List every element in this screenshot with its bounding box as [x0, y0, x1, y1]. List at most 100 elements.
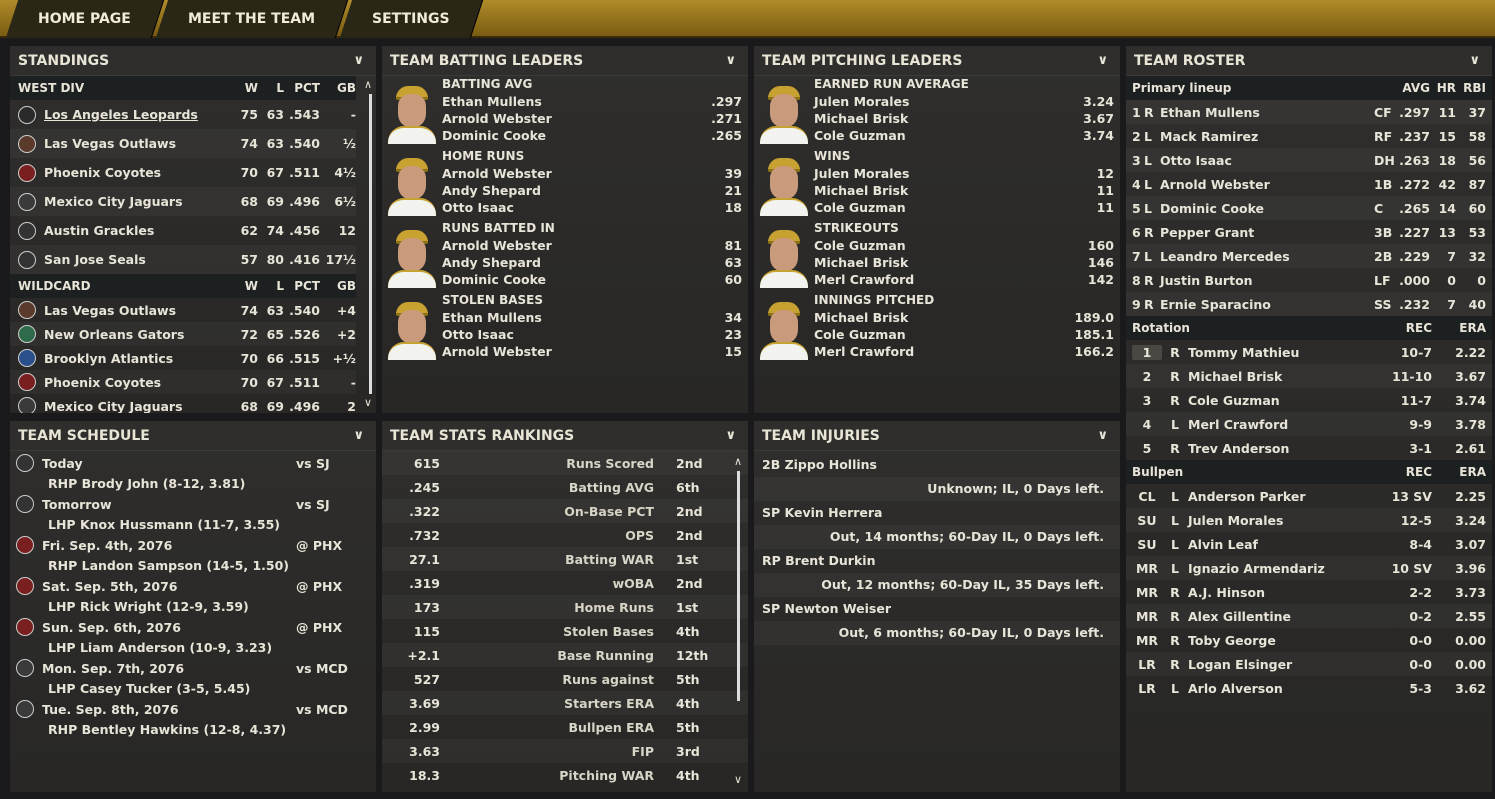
tab-home-page[interactable]: HOME PAGE: [5, 0, 165, 38]
leader-row[interactable]: Andy Shepard 63: [442, 254, 742, 271]
leader-row[interactable]: Michael Brisk 11: [814, 182, 1114, 199]
ranking-row[interactable]: .732 OPS 2nd: [382, 523, 748, 547]
injury-entry[interactable]: SP Newton Weiser Out, 6 months; 60-Day IL…: [754, 597, 1120, 645]
standings-row[interactable]: Mexico City Jaguars 68 69 .496 6½: [10, 187, 356, 216]
ranking-row[interactable]: 2.99 Bullpen ERA 5th: [382, 715, 748, 739]
leader-row[interactable]: Cole Guzman 185.1: [814, 326, 1114, 343]
pitcher-row[interactable]: CL L Anderson Parker 13 SV 2.25: [1126, 484, 1492, 508]
scroll-up-icon[interactable]: ∧: [363, 78, 372, 91]
schedule-game-row[interactable]: Tomorrow vs SJ: [10, 494, 376, 515]
standings-row[interactable]: New Orleans Gators 72 65 .526 +2: [10, 322, 356, 346]
lineup-row[interactable]: 8 R Justin Burton LF .000 0 0: [1126, 268, 1492, 292]
leader-row[interactable]: Otto Isaac 18: [442, 199, 742, 216]
lineup-row[interactable]: 1 R Ethan Mullens CF .297 11 37: [1126, 100, 1492, 124]
injury-entry[interactable]: SP Kevin Herrera Out, 14 months; 60-Day I…: [754, 501, 1120, 549]
leader-row[interactable]: Dominic Cooke .265: [442, 127, 742, 144]
leader-row[interactable]: Andy Shepard 21: [442, 182, 742, 199]
scroll-down-icon[interactable]: ∨: [363, 396, 372, 409]
pitcher-row[interactable]: LR L Arlo Alverson 5-3 3.62: [1126, 676, 1492, 700]
ranking-row[interactable]: 3.63 FIP 3rd: [382, 739, 748, 763]
leader-row[interactable]: Michael Brisk 189.0: [814, 309, 1114, 326]
chevron-down-icon[interactable]: ∨: [353, 53, 364, 68]
leader-row[interactable]: Michael Brisk 146: [814, 254, 1114, 271]
tab-meet-the-team[interactable]: MEET THE TEAM: [155, 0, 349, 38]
leader-row[interactable]: Cole Guzman 11: [814, 199, 1114, 216]
ranking-row[interactable]: .319 wOBA 2nd: [382, 571, 748, 595]
injury-entry[interactable]: 2B Zippo Hollins Unknown; IL, 0 Days left…: [754, 453, 1120, 501]
leader-row[interactable]: Merl Crawford 166.2: [814, 343, 1114, 360]
leader-row[interactable]: Dominic Cooke 60: [442, 271, 742, 288]
ranking-row[interactable]: +2.1 Base Running 12th: [382, 643, 748, 667]
lineup-row[interactable]: 3 L Otto Isaac DH .263 18 56: [1126, 148, 1492, 172]
pitcher-row[interactable]: SU L Alvin Leaf 8-4 3.07: [1126, 532, 1492, 556]
leader-row[interactable]: Arnold Webster 81: [442, 237, 742, 254]
standings-row[interactable]: Phoenix Coyotes 70 67 .511 4½: [10, 158, 356, 187]
leader-row[interactable]: Arnold Webster 15: [442, 343, 742, 360]
ranking-row[interactable]: 615 Runs Scored 2nd: [382, 451, 748, 475]
chevron-down-icon[interactable]: ∨: [725, 53, 736, 68]
lineup-row[interactable]: 7 L Leandro Mercedes 2B .229 7 32: [1126, 244, 1492, 268]
schedule-game-row[interactable]: Tue. Sep. 8th, 2076 vs MCD: [10, 699, 376, 720]
lineup-row[interactable]: 9 R Ernie Sparacino SS .232 7 40: [1126, 292, 1492, 316]
pitcher-row[interactable]: 1 R Tommy Mathieu 10-7 2.22: [1126, 340, 1492, 364]
ranking-row[interactable]: 527 Runs against 5th: [382, 667, 748, 691]
lineup-row[interactable]: 6 R Pepper Grant 3B .227 13 53: [1126, 220, 1492, 244]
standings-row[interactable]: Brooklyn Atlantics 70 66 .515 +½: [10, 346, 356, 370]
schedule-game-row[interactable]: Mon. Sep. 7th, 2076 vs MCD: [10, 658, 376, 679]
chevron-down-icon[interactable]: ∨: [725, 428, 736, 443]
scroll-up-icon[interactable]: ∧: [733, 455, 742, 468]
pitcher-row[interactable]: MR R Toby George 0-0 0.00: [1126, 628, 1492, 652]
chevron-down-icon[interactable]: ∨: [353, 428, 364, 443]
scrollbar[interactable]: [369, 94, 372, 394]
leader-row[interactable]: Julen Morales 12: [814, 165, 1114, 182]
leader-row[interactable]: Cole Guzman 3.74: [814, 127, 1114, 144]
pitcher-row[interactable]: 3 R Cole Guzman 11-7 3.74: [1126, 388, 1492, 412]
injury-entry[interactable]: RP Brent Durkin Out, 12 months; 60-Day IL…: [754, 549, 1120, 597]
pitcher-row[interactable]: MR L Ignazio Armendariz 10 SV 3.96: [1126, 556, 1492, 580]
chevron-down-icon[interactable]: ∨: [1097, 428, 1108, 443]
pitcher-row[interactable]: 5 R Trev Anderson 3-1 2.61: [1126, 436, 1492, 460]
standings-row[interactable]: San Jose Seals 57 80 .416 17½: [10, 245, 356, 274]
ranking-row[interactable]: 3.69 Starters ERA 4th: [382, 691, 748, 715]
leader-row[interactable]: Arnold Webster 39: [442, 165, 742, 182]
pitcher-row[interactable]: 2 R Michael Brisk 11-10 3.67: [1126, 364, 1492, 388]
leader-row[interactable]: Ethan Mullens 34: [442, 309, 742, 326]
pitcher-row[interactable]: MR R A.J. Hinson 2-2 3.73: [1126, 580, 1492, 604]
ranking-row[interactable]: 115 Stolen Bases 4th: [382, 619, 748, 643]
ranking-row[interactable]: .245 Batting AVG 6th: [382, 475, 748, 499]
chevron-down-icon[interactable]: ∨: [1097, 53, 1108, 68]
schedule-game-row[interactable]: Today vs SJ: [10, 453, 376, 474]
ranking-row[interactable]: 173 Home Runs 1st: [382, 595, 748, 619]
pitcher-row[interactable]: LR R Logan Elsinger 0-0 0.00: [1126, 652, 1492, 676]
ranking-row[interactable]: 27.1 Batting WAR 1st: [382, 547, 748, 571]
standings-row[interactable]: Mexico City Jaguars 68 69 .496 2: [10, 394, 356, 413]
lineup-row[interactable]: 2 L Mack Ramirez RF .237 15 58: [1126, 124, 1492, 148]
schedule-game-row[interactable]: Sun. Sep. 6th, 2076 @ PHX: [10, 617, 376, 638]
schedule-game-row[interactable]: Sat. Sep. 5th, 2076 @ PHX: [10, 576, 376, 597]
lineup-row[interactable]: 5 L Dominic Cooke C .265 14 60: [1126, 196, 1492, 220]
pitcher-row[interactable]: 4 L Merl Crawford 9-9 3.78: [1126, 412, 1492, 436]
schedule-game-row[interactable]: Fri. Sep. 4th, 2076 @ PHX: [10, 535, 376, 556]
leader-row[interactable]: Arnold Webster .271: [442, 110, 742, 127]
leader-row[interactable]: Cole Guzman 160: [814, 237, 1114, 254]
ranking-row[interactable]: .322 On-Base PCT 2nd: [382, 499, 748, 523]
standings-row[interactable]: Phoenix Coyotes 70 67 .511 -: [10, 370, 356, 394]
leader-row[interactable]: Otto Isaac 23: [442, 326, 742, 343]
leader-row[interactable]: Ethan Mullens .297: [442, 93, 742, 110]
standings-row[interactable]: Austin Grackles 62 74 .456 12: [10, 216, 356, 245]
leader-row[interactable]: Merl Crawford 142: [814, 271, 1114, 288]
pitcher-row[interactable]: SU L Julen Morales 12-5 3.24: [1126, 508, 1492, 532]
standings-row[interactable]: Las Vegas Outlaws 74 63 .540 +4: [10, 298, 356, 322]
pitcher-row[interactable]: MR R Alex Gillentine 0-2 2.55: [1126, 604, 1492, 628]
ranking-row[interactable]: 18.3 Pitching WAR 4th: [382, 763, 748, 787]
lineup-row[interactable]: 4 L Arnold Webster 1B .272 42 87: [1126, 172, 1492, 196]
standings-row[interactable]: Los Angeles Leopards 75 63 .543 -: [10, 100, 356, 129]
batting-order: 9: [1132, 296, 1141, 312]
scroll-down-icon[interactable]: ∨: [733, 773, 742, 786]
leader-row[interactable]: Michael Brisk 3.67: [814, 110, 1114, 127]
leader-row[interactable]: Julen Morales 3.24: [814, 93, 1114, 110]
standings-row[interactable]: Las Vegas Outlaws 74 63 .540 ½: [10, 129, 356, 158]
tab-settings[interactable]: SETTINGS: [339, 0, 483, 38]
scrollbar[interactable]: [737, 471, 740, 701]
chevron-down-icon[interactable]: ∨: [1469, 53, 1480, 68]
